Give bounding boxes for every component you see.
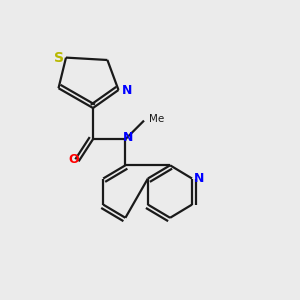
Text: N: N — [123, 131, 133, 144]
Text: Me: Me — [148, 114, 164, 124]
Text: N: N — [194, 172, 205, 185]
Text: N: N — [122, 83, 132, 97]
Text: S: S — [54, 51, 64, 64]
Text: O: O — [68, 153, 79, 167]
